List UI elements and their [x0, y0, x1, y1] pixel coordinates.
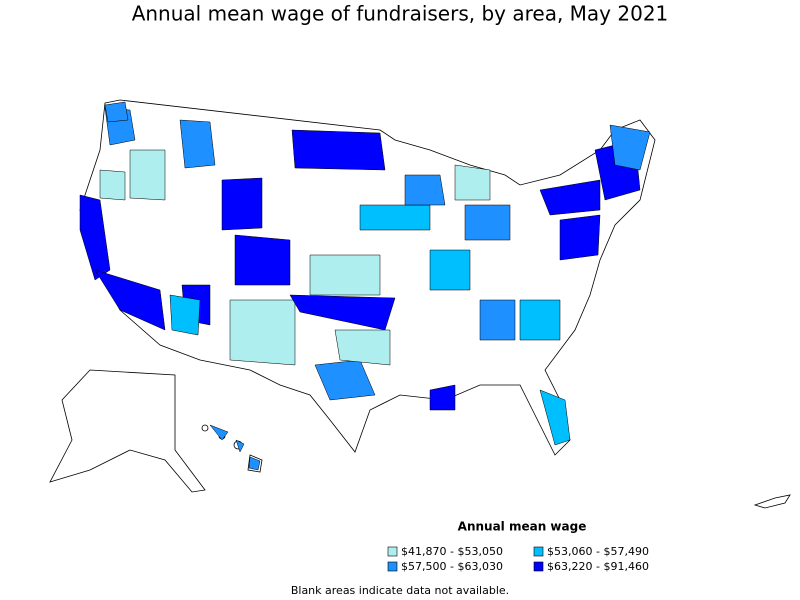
territory — [753, 494, 791, 509]
area-layer — [79, 101, 651, 471]
shaded-area — [235, 439, 245, 453]
shaded-area — [169, 294, 201, 336]
shaded-area — [229, 299, 296, 366]
map-title: Annual mean wage of fundraisers, by area… — [132, 2, 669, 26]
alaska — [49, 369, 206, 493]
shaded-area — [94, 269, 166, 331]
shaded-area — [234, 234, 291, 286]
legend-swatch — [533, 546, 544, 557]
shaded-area — [454, 164, 491, 201]
hawaii-island — [201, 424, 209, 432]
shaded-area — [334, 329, 391, 366]
shaded-area — [429, 384, 456, 411]
legend-swatch — [387, 546, 398, 557]
shaded-area — [99, 169, 126, 201]
shaded-area — [179, 119, 216, 169]
legend: $41,870 - $53,050 $53,060 - $57,490 $57,50… — [387, 545, 649, 573]
legend-swatch — [533, 561, 544, 572]
shaded-area — [559, 214, 601, 261]
legend-label: $53,060 - $57,490 — [547, 545, 649, 558]
shaded-area — [309, 254, 381, 296]
shaded-area — [221, 177, 263, 231]
legend-swatch — [387, 561, 398, 572]
shaded-area — [314, 359, 376, 401]
shaded-area — [104, 101, 129, 123]
legend-label: $41,870 - $53,050 — [401, 545, 503, 558]
legend-title: Annual mean wage — [458, 520, 587, 534]
legend-label: $63,220 - $91,460 — [547, 560, 649, 573]
shaded-area — [479, 299, 516, 341]
shaded-area — [539, 389, 571, 446]
shaded-area — [209, 424, 229, 441]
shaded-area — [248, 456, 261, 471]
shaded-area — [129, 149, 166, 201]
legend-label: $57,500 - $63,030 — [401, 560, 503, 573]
shaded-area — [609, 124, 651, 171]
footnote: Blank areas indicate data not available. — [291, 584, 509, 597]
shaded-area — [429, 249, 471, 291]
shaded-area — [291, 129, 386, 171]
shaded-area — [359, 204, 431, 231]
shaded-area — [464, 204, 511, 241]
shaded-area — [519, 299, 561, 341]
shaded-area — [539, 179, 601, 216]
shaded-area — [404, 174, 446, 206]
